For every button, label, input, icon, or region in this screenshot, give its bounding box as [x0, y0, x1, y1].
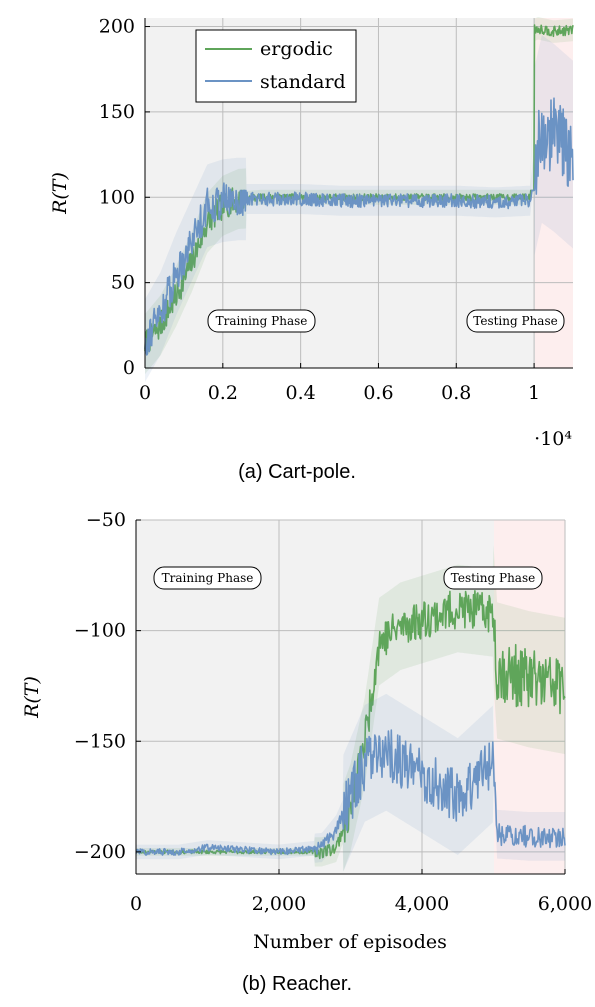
- x-tick-label: 2,000: [252, 893, 306, 915]
- training-phase-badge: [153, 566, 262, 590]
- testing-phase-label: Testing Phase: [473, 314, 557, 328]
- y-tick-label: −200: [74, 841, 126, 863]
- y-tick-label: −100: [74, 620, 126, 642]
- caption-reacher: (b) Reacher.: [242, 973, 352, 995]
- y-tick-label: 0: [123, 357, 135, 379]
- legend-label-standard: standard: [260, 71, 346, 93]
- y-tick-label: −50: [86, 509, 126, 531]
- training-phase-badge: [207, 309, 316, 333]
- legend-label-ergodic: ergodic: [260, 38, 333, 60]
- x-tick-label: 0.6: [363, 382, 393, 404]
- x-tick-label: 1: [528, 382, 540, 404]
- series-line-standard: [135, 729, 566, 857]
- testing-phase-label: Testing Phase: [451, 571, 535, 585]
- training-phase-label: Training Phase: [162, 571, 254, 585]
- series-layer: [135, 544, 566, 872]
- y-tick-label: 50: [111, 272, 135, 294]
- series-line-standard: [144, 97, 574, 356]
- x-tick-label: 6,000: [538, 893, 592, 915]
- y-axis-label: R(T): [49, 172, 71, 215]
- caption-cart-pole: (a) Cart-pole.: [238, 461, 356, 483]
- series-band-ergodic: [136, 544, 565, 872]
- x-axis-label: Number of episodes: [253, 931, 447, 953]
- x-tick-label: 0.8: [441, 382, 471, 404]
- training-phase-label: Training Phase: [216, 314, 308, 328]
- tick-layer: 0 2,000 4,000 6,000 −200 −150 −100 −50: [74, 509, 592, 915]
- y-axis-label: R(T): [21, 676, 43, 719]
- series-layer: [144, 17, 574, 383]
- x-tick-label: 0.2: [208, 382, 238, 404]
- legend-box: [195, 29, 357, 103]
- y-tick-label: 100: [99, 186, 135, 208]
- y-tick-label: 150: [99, 101, 135, 123]
- y-tick-label: −150: [74, 730, 126, 752]
- legend: ergodic standard: [195, 29, 357, 103]
- x-tick-label: 0: [130, 893, 142, 915]
- series-band-standard: [145, 35, 573, 383]
- tick-layer: 0 0.2 0.4 0.6 0.8 1 0 50 100 150 200: [99, 16, 540, 404]
- testing-phase-badge: [466, 309, 565, 333]
- x-tick-label: 4,000: [395, 893, 449, 915]
- x-tick-label: 0.4: [286, 382, 316, 404]
- x-tick-label: 0: [139, 382, 151, 404]
- series-line-ergodic: [135, 589, 566, 860]
- testing-phase-badge: [443, 566, 543, 590]
- y-tick-label: 200: [99, 16, 135, 38]
- chart-cart-pole: 0 0.2 0.4 0.6 0.8 1 0 50 100 150 200 ergodic stand…: [49, 16, 574, 483]
- x-axis-multiplier: ·10⁴: [534, 428, 572, 450]
- chart-reacher: 0 2,000 4,000 6,000 −200 −150 −100 −50 Training…: [21, 509, 592, 995]
